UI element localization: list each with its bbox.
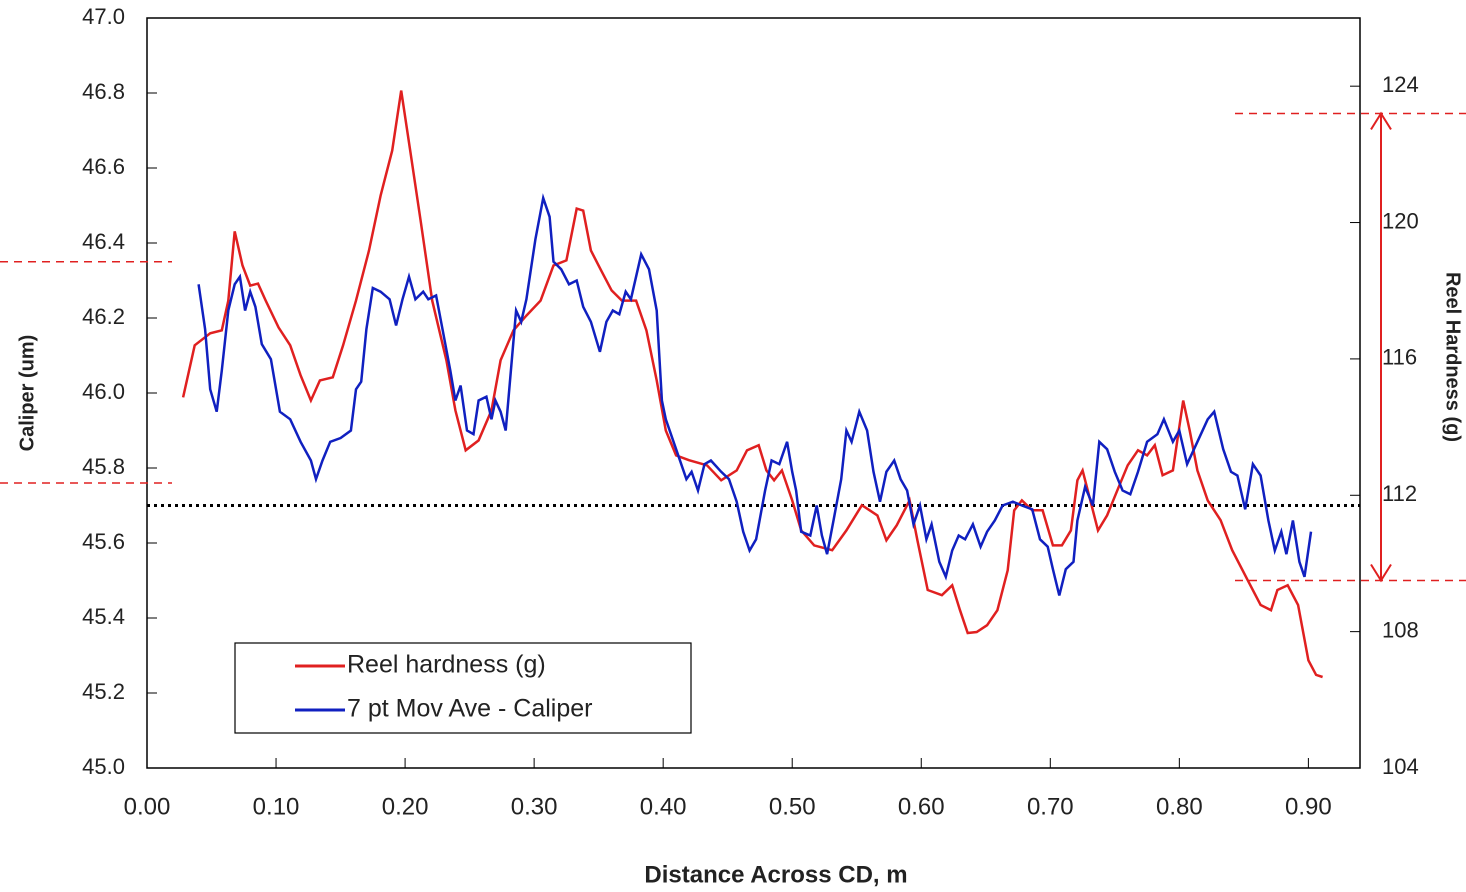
y-tick-label: 45.6 <box>82 529 125 554</box>
series-line <box>181 90 1323 679</box>
x-tick-label: 0.40 <box>640 793 687 820</box>
x-tick-label: 0.30 <box>511 793 558 820</box>
x-tick-label: 0.10 <box>253 793 300 820</box>
x-tick-label: 0.20 <box>382 793 429 820</box>
x-tick-label: 0.80 <box>1156 793 1203 820</box>
y2-tick-label: 124 <box>1382 72 1419 97</box>
x-axis-title: Distance Across CD, m <box>644 861 907 888</box>
y-tick-label: 45.0 <box>82 754 125 779</box>
y-tick-label: 45.4 <box>82 604 125 629</box>
y-tick-label: 46.2 <box>82 304 125 329</box>
y2-tick-label: 108 <box>1382 617 1419 642</box>
x-tick-label: 0.90 <box>1285 793 1332 820</box>
y-tick-label: 46.0 <box>82 379 125 404</box>
x-tick-label: 0.70 <box>1027 793 1074 820</box>
y2-tick-label: 104 <box>1382 754 1419 779</box>
series-line <box>197 193 1313 596</box>
y-tick-label: 46.4 <box>82 229 125 254</box>
y2-tick-label: 112 <box>1382 481 1417 506</box>
legend-box <box>234 642 692 734</box>
y2-tick-label: 120 <box>1382 208 1419 233</box>
x-tick-label: 0.60 <box>898 793 945 820</box>
legend-label: 7 pt Mov Ave - Caliper <box>347 695 592 723</box>
y-tick-label: 46.6 <box>82 154 125 179</box>
y2-tick-label: 116 <box>1382 345 1417 370</box>
y-tick-label: 46.8 <box>82 79 125 104</box>
annotation-arrow <box>1370 111 1392 583</box>
y-tick-label: 47.0 <box>82 4 125 29</box>
legend-label: Reel hardness (g) <box>347 651 546 679</box>
y-axis-title: Caliper (um) <box>16 335 38 452</box>
x-tick-label: 0.50 <box>769 793 816 820</box>
y2-axis-title: Reel Hardness (g) <box>1442 272 1464 442</box>
x-tick-label: 0.00 <box>124 793 171 820</box>
y-tick-label: 45.8 <box>82 454 125 479</box>
y-tick-label: 45.2 <box>82 679 125 704</box>
